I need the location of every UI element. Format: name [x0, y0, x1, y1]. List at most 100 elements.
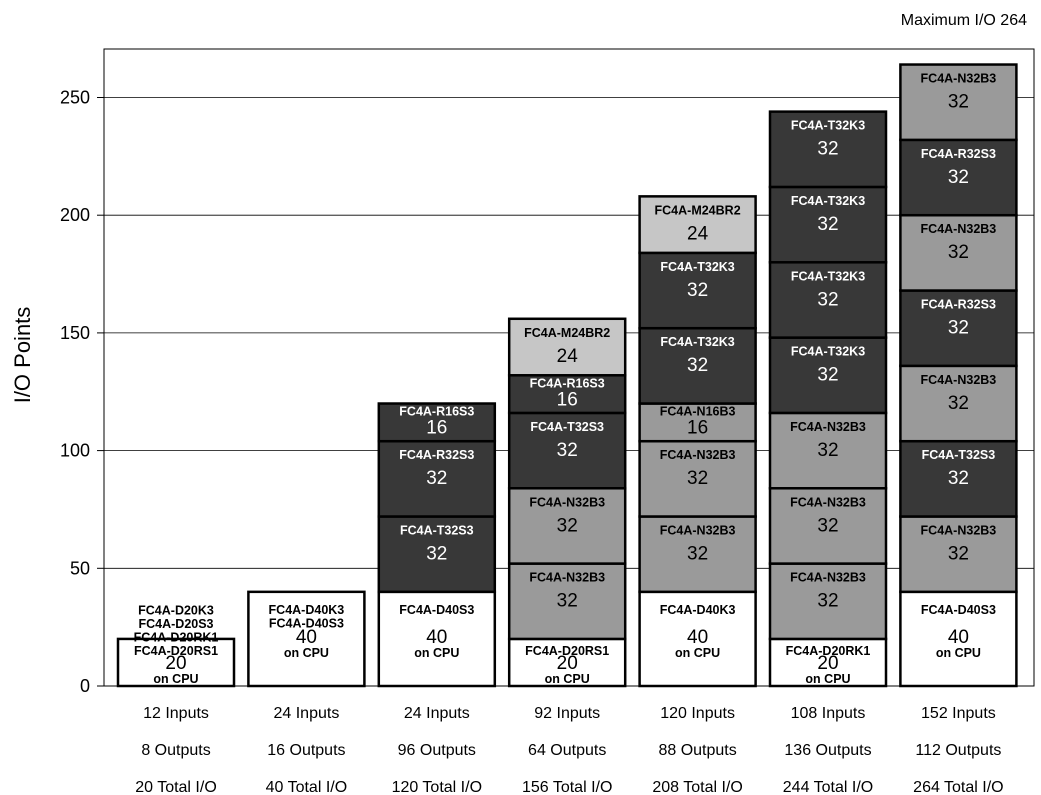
cpu-value-label: 40: [426, 627, 447, 648]
module-name-label: FC4A-T32K3: [791, 269, 865, 283]
module-name-label: FC4A-T32K3: [660, 335, 734, 349]
on-cpu-label: on CPU: [284, 646, 329, 660]
module-value-label: 32: [557, 515, 578, 536]
module-value-label: 32: [557, 591, 578, 612]
module-value-label: 32: [817, 591, 838, 612]
outputs-label: 64 Outputs: [528, 742, 606, 759]
cpu-value-label: 40: [687, 627, 708, 648]
inputs-label: 108 Inputs: [791, 705, 866, 722]
module-value-label: 32: [687, 544, 708, 565]
module-name-label: FC4A-M24BR2: [524, 326, 610, 340]
module-value-label: 32: [948, 393, 969, 414]
cpu-segment: [507, 637, 627, 688]
cpu-value-label: 40: [296, 627, 317, 648]
module-segment: [768, 110, 888, 189]
module-segment: [899, 515, 1018, 594]
module-value-label: 32: [426, 544, 447, 565]
module-name-label: FC4A-T32S3: [400, 524, 474, 538]
module-value-label: 32: [948, 242, 969, 263]
module-segment: [377, 439, 497, 518]
module-name-label: FC4A-T32S3: [922, 448, 996, 462]
total-io-label: 120 Total I/O: [392, 779, 482, 795]
module-value-label: 16: [426, 418, 447, 439]
module-segment: [899, 364, 1018, 443]
module-name-label: FC4A-N32B3: [660, 448, 736, 462]
module-name-label: FC4A-R16S3: [530, 376, 605, 390]
module-segment: [768, 185, 888, 264]
on-cpu-label: on CPU: [153, 672, 198, 686]
bars: FC4A-D20K3FC4A-D20S3FC4A-D20RK1FC4A-D20R…: [116, 63, 1018, 688]
module-name-label: FC4A-R32S3: [921, 298, 996, 312]
outputs-label: 88 Outputs: [658, 742, 736, 759]
module-segment: [638, 195, 757, 255]
on-cpu-label: on CPU: [545, 672, 590, 686]
cpu-segment: [247, 590, 366, 688]
module-value-label: 24: [557, 346, 579, 367]
total-io-label: 208 Total I/O: [652, 779, 742, 795]
module-segment: [507, 562, 627, 641]
total-io-label: 244 Total I/O: [783, 779, 873, 795]
module-segment: [377, 515, 497, 594]
module-name-label: FC4A-T32K3: [660, 260, 734, 274]
y-tick-label: 100: [60, 441, 90, 461]
module-name-label: FC4A-N32B3: [790, 571, 866, 585]
cpu-value-label: 40: [948, 627, 969, 648]
module-value-label: 32: [817, 214, 838, 235]
module-name-label: FC4A-N32B3: [921, 72, 997, 86]
module-name-label: FC4A-T32K3: [791, 194, 865, 208]
y-tick-label: 50: [70, 558, 90, 578]
module-value-label: 32: [687, 280, 708, 301]
module-name-label: FC4A-M24BR2: [655, 203, 741, 217]
cpu-segment: [899, 590, 1018, 688]
y-tick-label: 250: [60, 88, 90, 108]
y-tick-label: 200: [60, 205, 90, 225]
cpu-segment: [638, 590, 757, 688]
on-cpu-label: on CPU: [414, 646, 459, 660]
cpu-model-label: FC4A-D40S3: [399, 603, 474, 617]
module-segment: [377, 402, 497, 443]
outputs-label: 136 Outputs: [784, 742, 871, 759]
module-segment: [507, 317, 627, 377]
cpu-model-label: FC4A-D20RS1: [525, 644, 609, 658]
module-name-label: FC4A-N32B3: [529, 495, 605, 509]
module-value-label: 32: [557, 440, 578, 461]
module-segment: [899, 138, 1018, 217]
cpu-model-label: FC4A-D20RK1: [134, 630, 219, 644]
inputs-label: 92 Inputs: [534, 705, 600, 722]
y-tick-label: 150: [60, 323, 90, 343]
cpu-model-label: FC4A-D20K3: [138, 603, 214, 617]
module-name-label: FC4A-T32K3: [791, 345, 865, 359]
cpu-model-label: FC4A-D40K3: [660, 603, 736, 617]
module-value-label: 32: [948, 167, 969, 188]
y-axis-label: I/O Points: [10, 307, 35, 404]
module-segment: [899, 63, 1018, 142]
outputs-label: 16 Outputs: [267, 742, 345, 759]
cpu-model-label: FC4A-D20RS1: [134, 644, 218, 658]
module-value-label: 32: [426, 468, 447, 489]
cpu-segment: [768, 637, 888, 688]
on-cpu-label: on CPU: [936, 646, 981, 660]
module-value-label: 32: [817, 365, 838, 386]
inputs-label: 152 Inputs: [921, 705, 996, 722]
module-segment: [768, 487, 888, 565]
inputs-label: 12 Inputs: [143, 705, 209, 722]
module-segment: [899, 289, 1018, 368]
module-value-label: 32: [948, 318, 969, 339]
total-io-label: 20 Total I/O: [135, 779, 217, 795]
y-axis: 0 50 100 150 200 250: [60, 88, 104, 696]
module-value-label: 16: [687, 418, 708, 439]
module-name-label: FC4A-T32S3: [530, 420, 604, 434]
outputs-label: 112 Outputs: [915, 742, 1001, 759]
module-segment: [638, 515, 757, 594]
module-value-label: 24: [687, 223, 709, 244]
module-name-label: FC4A-R32S3: [399, 448, 474, 462]
module-value-label: 32: [817, 139, 838, 160]
cpu-model-label: FC4A-D20S3: [138, 617, 213, 631]
module-value-label: 32: [948, 544, 969, 565]
